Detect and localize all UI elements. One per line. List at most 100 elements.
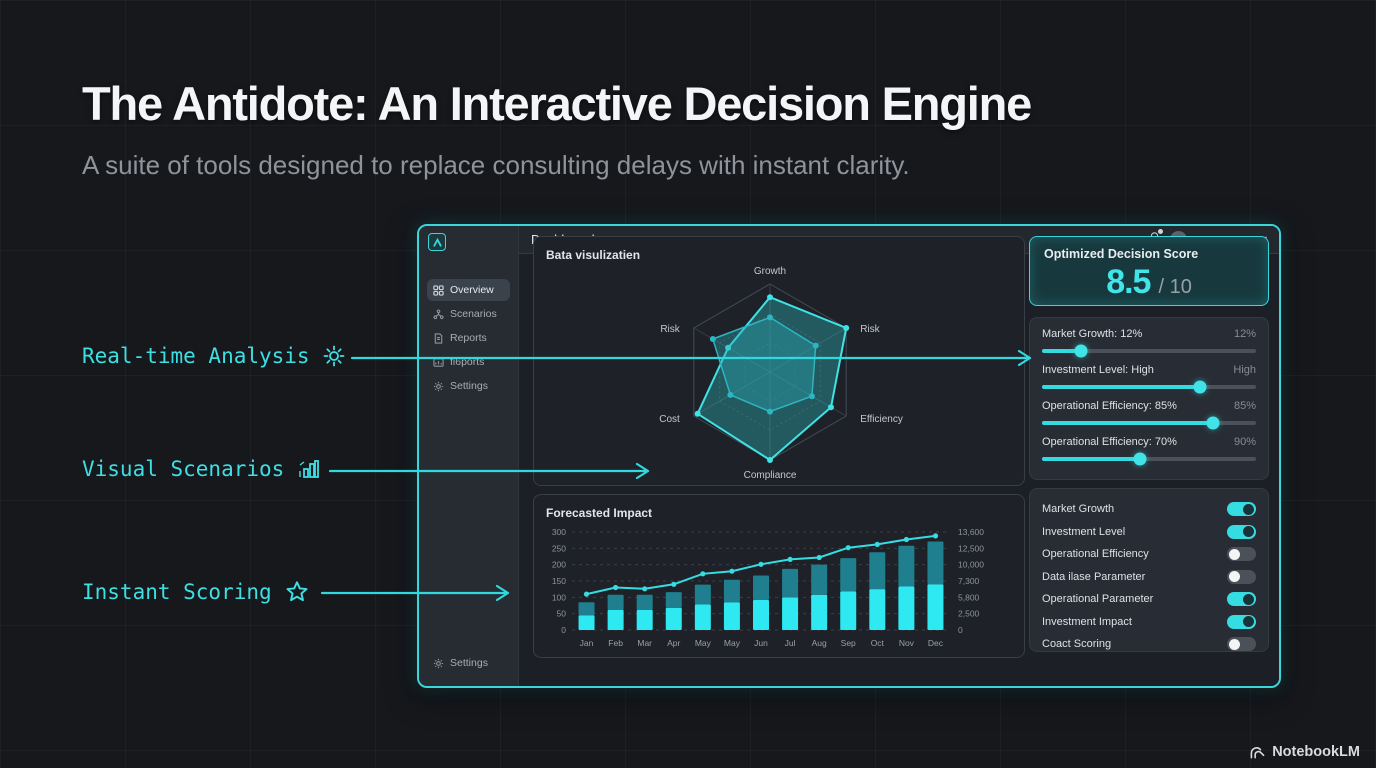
sidebar-item-overview[interactable]: Overview <box>427 279 510 301</box>
notification-badge <box>1158 228 1163 234</box>
forecast-panel-title: Forecasted Impact <box>546 506 653 520</box>
slider-group: Operational Efficiency: 70% 90% <box>1042 436 1256 466</box>
radar-axis-label: Compliance <box>744 470 797 481</box>
svg-text:Nov: Nov <box>899 638 915 648</box>
toggle-label: Coact Scoring <box>1042 638 1112 651</box>
sidebar-item-label: Reports <box>450 332 487 344</box>
svg-text:300: 300 <box>552 527 566 537</box>
radar-axis-label: Risk <box>660 324 680 335</box>
data-visualization-panel: Bata visulizatien Growth Risk Efficiency Co… <box>533 236 1025 486</box>
toggle-row: Investment Level <box>1042 521 1256 544</box>
slider-label: Operational Efficiency: 85% <box>1042 400 1177 412</box>
svg-text:13,600: 13,600 <box>958 527 984 537</box>
toggle-switch[interactable] <box>1227 569 1256 584</box>
callout-visual-scenarios: Visual Scenarios <box>82 457 320 481</box>
callout-instant-scoring: Instant Scoring <box>82 579 310 605</box>
dashboard-sidebar: Overview Scenarios Reports fi6ports Sett… <box>419 226 519 686</box>
grid-icon <box>433 284 444 296</box>
sidebar-item-scenarios[interactable]: Scenarios <box>427 303 510 325</box>
svg-text:Aug: Aug <box>812 638 827 648</box>
radar-axis-label: Efficiency <box>860 414 903 425</box>
slider-group: Operational Efficiency: 85% 85% <box>1042 400 1256 430</box>
svg-text:5,800: 5,800 <box>958 592 980 602</box>
slider-thumb[interactable] <box>1074 344 1088 358</box>
gear-icon <box>433 658 444 668</box>
slider-track[interactable] <box>1042 344 1256 358</box>
toggle-label: Investment Level <box>1042 525 1126 538</box>
score-card: Optimized Decision Score 8.5 / 10 <box>1029 236 1269 306</box>
toggles-card: Market Growth Investment Level Operational… <box>1029 488 1269 652</box>
sidebar-item-reports[interactable]: Reports <box>427 327 510 349</box>
slider-thumb[interactable] <box>1133 452 1147 466</box>
slider-track[interactable] <box>1042 452 1256 466</box>
slider-track[interactable] <box>1042 380 1256 394</box>
slider-label: Market Growth: 12% <box>1042 328 1143 340</box>
logo-arrow-icon <box>432 237 442 247</box>
sliders-card: Market Growth: 12% 12% Investment Level: H… <box>1029 317 1269 480</box>
sidebar-item-settings[interactable]: Settings <box>427 375 510 397</box>
sidebar-item-fi6ports[interactable]: fi6ports <box>427 351 510 373</box>
toggle-switch[interactable] <box>1227 502 1256 517</box>
toggle-switch[interactable] <box>1227 614 1256 629</box>
sidebar-item-label: Overview <box>450 284 494 296</box>
slider-label: Investment Level: High <box>1042 364 1154 376</box>
callout-label: Real-time Analysis <box>82 344 310 368</box>
svg-text:Dec: Dec <box>928 638 944 648</box>
svg-text:May: May <box>695 638 712 648</box>
app-logo[interactable] <box>428 233 446 251</box>
radar-axis-label: Cost <box>659 414 680 425</box>
svg-text:Jun: Jun <box>754 638 768 648</box>
sidebar-item-label: Settings <box>450 380 488 392</box>
callout-label: Visual Scenarios <box>82 457 285 481</box>
dashboard-mockup: Overview Scenarios Reports fi6ports Sett… <box>417 224 1281 688</box>
toggle-switch[interactable] <box>1227 637 1256 652</box>
toggle-row: Operational Efficiency <box>1042 543 1256 566</box>
callout-real-time-analysis: Real-time Analysis <box>82 344 346 368</box>
sidebar-footer-settings[interactable]: Settings <box>427 652 494 674</box>
svg-text:0: 0 <box>561 625 566 635</box>
forecasted-impact-panel: Forecasted Impact 300 13,600 250 12,500 200 1… <box>533 494 1025 658</box>
gear-icon <box>433 381 444 391</box>
svg-text:50: 50 <box>557 609 567 619</box>
toggle-row: Investment Impact <box>1042 611 1256 634</box>
document-icon <box>434 332 443 344</box>
toggle-switch[interactable] <box>1227 547 1256 562</box>
toggle-switch[interactable] <box>1227 592 1256 607</box>
toggle-label: Data ilase Parameter <box>1042 570 1146 583</box>
svg-text:12,500: 12,500 <box>958 543 984 553</box>
sidebar-item-label: Scenarios <box>450 308 497 320</box>
toggle-switch[interactable] <box>1227 524 1256 539</box>
brand-footer: NotebookLM <box>1249 744 1360 760</box>
toggle-row: Operational Parameter <box>1042 588 1256 611</box>
toggle-row: Market Growth <box>1042 498 1256 521</box>
svg-text:150: 150 <box>552 576 566 586</box>
slide-title: The Antidote: An Interactive Decision En… <box>82 77 1032 130</box>
svg-text:0: 0 <box>958 625 963 635</box>
svg-text:Mar: Mar <box>637 638 652 648</box>
svg-text:2,500: 2,500 <box>958 609 980 619</box>
svg-text:Apr: Apr <box>667 638 680 648</box>
toggle-row: Data ilase Parameter <box>1042 566 1256 589</box>
score-value: 8.5 <box>1106 263 1151 301</box>
svg-text:250: 250 <box>552 543 566 553</box>
forecast-chart: 300 13,600 250 12,500 200 10,000 150 7,300 100 5,… <box>552 527 984 648</box>
svg-text:May: May <box>724 638 741 648</box>
slider-value: 90% <box>1233 436 1256 448</box>
slider-group: Market Growth: 12% 12% <box>1042 328 1256 358</box>
svg-text:7,300: 7,300 <box>958 576 980 586</box>
slider-group: Investment Level: High High <box>1042 364 1256 394</box>
slider-thumb[interactable] <box>1206 416 1220 430</box>
radar-axis-label: Risk <box>860 324 880 335</box>
gear-icon <box>322 344 346 368</box>
slider-thumb[interactable] <box>1193 380 1207 394</box>
slider-track[interactable] <box>1042 416 1256 430</box>
toggle-label: Investment Impact <box>1042 615 1132 628</box>
toggle-label: Market Growth <box>1042 503 1115 516</box>
slider-value: 85% <box>1233 400 1256 412</box>
bar-chart-icon <box>296 457 320 481</box>
radar-axis-label: Growth <box>754 266 786 277</box>
radar-panel-title: Bata visulizatien <box>546 248 641 262</box>
slider-value: 12% <box>1233 328 1256 340</box>
svg-text:10,000: 10,000 <box>958 560 984 570</box>
